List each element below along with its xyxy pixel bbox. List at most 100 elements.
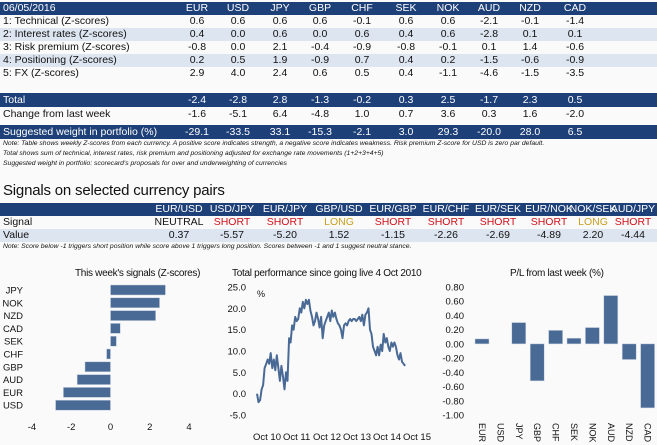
pl-bar (474, 338, 490, 345)
change-cell: 3.6 (440, 108, 456, 120)
y-axis-unit: % (257, 289, 265, 299)
y-tick-label: 0.00 (446, 339, 465, 350)
score-cell: 0.6 (312, 15, 328, 27)
x-tick-label: -4 (28, 422, 36, 433)
score-cell: -0.4 (310, 41, 330, 53)
total-row: Total -2.4 -2.8 2.8 -1.3 -0.2 0.3 2.5 -1.7 2.3 0.5 (0, 93, 657, 107)
pair-header: EUR/CHF (422, 203, 470, 215)
weight-row: Suggested weight in portfolio (%) -29.1 -3… (0, 125, 657, 139)
score-cell: 0.6 (312, 67, 328, 79)
x-tick-label: 0 (108, 422, 113, 433)
score-cell: 0.2 (440, 54, 456, 66)
x-tick-label: Oct 10 (253, 432, 281, 443)
signal-bar (84, 361, 111, 373)
pl-bar (548, 330, 563, 345)
signal-bar (55, 399, 111, 411)
pl-bar (529, 343, 545, 382)
score-cell: -1.4 (565, 15, 585, 27)
signal-bar (106, 348, 111, 360)
score-cell: 0.0 (312, 28, 328, 40)
score-cell: 0.6 (272, 15, 288, 27)
score-cell: -0.1 (352, 15, 372, 27)
pair-header: EUR/GBP (369, 203, 417, 215)
total-cell: 2.5 (440, 94, 456, 106)
total-label: Total (3, 94, 26, 106)
x-tick-label: -2 (67, 422, 75, 433)
currency-header: CAD (563, 2, 587, 14)
signal-cell: SHORT (213, 216, 251, 228)
scorecard-row: 3: Risk premium (Z-scores) -0.8 0.0 2.1 -0.4… (0, 41, 657, 54)
change-cell: 0.3 (481, 108, 497, 120)
total-cell: -2.4 (187, 94, 207, 106)
score-cell: 2.4 (272, 67, 288, 79)
x-tick-label: Oct 13 (343, 432, 371, 443)
weight-cell: -15.3 (308, 126, 332, 138)
category-label: GBP (3, 362, 23, 373)
currency-header: NZD (519, 2, 541, 14)
currency-header: USD (226, 2, 250, 14)
signal-row-label: Signal (3, 216, 33, 228)
weight-label: Suggested weight in portfolio (%) (3, 126, 158, 138)
score-cell: 0.4 (398, 67, 414, 79)
pl-bar (511, 322, 527, 345)
category-label: USD (3, 401, 23, 412)
change-label: Change from last week (3, 108, 111, 120)
category-label: NOK (587, 423, 597, 443)
score-cell: 0.2 (189, 54, 205, 66)
pl-bar (566, 337, 582, 345)
signals-title: Signals on selected currency pairs (3, 182, 225, 199)
signal-value-cell: -1.15 (381, 229, 405, 241)
category-label: EUR (477, 423, 487, 443)
signal-value-cell: -4.44 (621, 229, 645, 241)
score-cell: -2.1 (479, 15, 499, 27)
signals-note: Note: Score below -1 triggers short posi… (3, 243, 412, 250)
signal-value-cell: 2.20 (582, 229, 604, 241)
signal-value-cell: 0.37 (168, 229, 190, 241)
y-tick-label: -0.60 (442, 382, 464, 393)
y-tick-label: 5.0 (233, 368, 246, 379)
category-label: USD (495, 423, 505, 443)
score-cell: 0.7 (354, 54, 370, 66)
change-cell: -5.1 (228, 108, 248, 120)
currency-header: JPY (270, 2, 290, 14)
pair-header: EUR/USD (155, 203, 203, 215)
signal-cell: LONG (324, 216, 354, 228)
row-label: 2: Interest rates (Z-scores) (3, 28, 127, 40)
pair-header: GBP/USD (315, 203, 363, 215)
score-cell: 0.6 (398, 15, 414, 27)
scorecard-note-2: Total shows sum of technical, interest r… (3, 150, 384, 157)
category-label: NOK (2, 298, 23, 309)
signal-value-cell: -2.26 (434, 229, 458, 241)
y-tick-label: 20.0 (228, 304, 247, 315)
category-label: JPY (514, 423, 524, 440)
y-tick-label: 0.80 (446, 283, 465, 294)
score-cell: 0.0 (230, 41, 246, 53)
score-cell: 0.4 (398, 54, 414, 66)
scorecard-header-row: 06/05/2016 EUR USD JPY GBP CHF SEK NOK AUD NZD CA… (0, 2, 657, 15)
score-cell: 0.6 (230, 15, 246, 27)
score-cell: -1.5 (479, 54, 499, 66)
score-cell: 0.4 (189, 28, 205, 40)
row-label: 3: Risk premium (Z-scores) (3, 41, 130, 53)
category-label: NZD (624, 423, 634, 442)
signal-value-cell: 1.52 (328, 229, 350, 241)
signal-value-cell: -5.20 (273, 229, 297, 241)
signal-bar (110, 297, 160, 309)
total-cell: 0.3 (398, 94, 414, 106)
change-cell: 6.4 (272, 108, 288, 120)
row-label: 1: Technical (Z-scores) (3, 15, 110, 27)
score-cell: 0.4 (398, 28, 414, 40)
change-cell: -1.6 (187, 108, 207, 120)
pl-bar-chart: 0.80 0.60 0.40 0.20 0.00 -0.20 -0.40 -0.60 -0.80… (442, 283, 655, 443)
total-cell: 2.8 (272, 94, 288, 106)
pl-bar (585, 327, 600, 345)
score-cell: -4.6 (479, 67, 499, 79)
signal-bar (110, 310, 156, 321)
pair-header: EUR/NOK (525, 203, 573, 215)
score-cell: -2.8 (479, 28, 499, 40)
category-label: GBP (532, 423, 542, 442)
y-tick-label: 10.0 (228, 347, 247, 358)
signal-bar (110, 323, 121, 334)
signal-bar (110, 335, 117, 347)
